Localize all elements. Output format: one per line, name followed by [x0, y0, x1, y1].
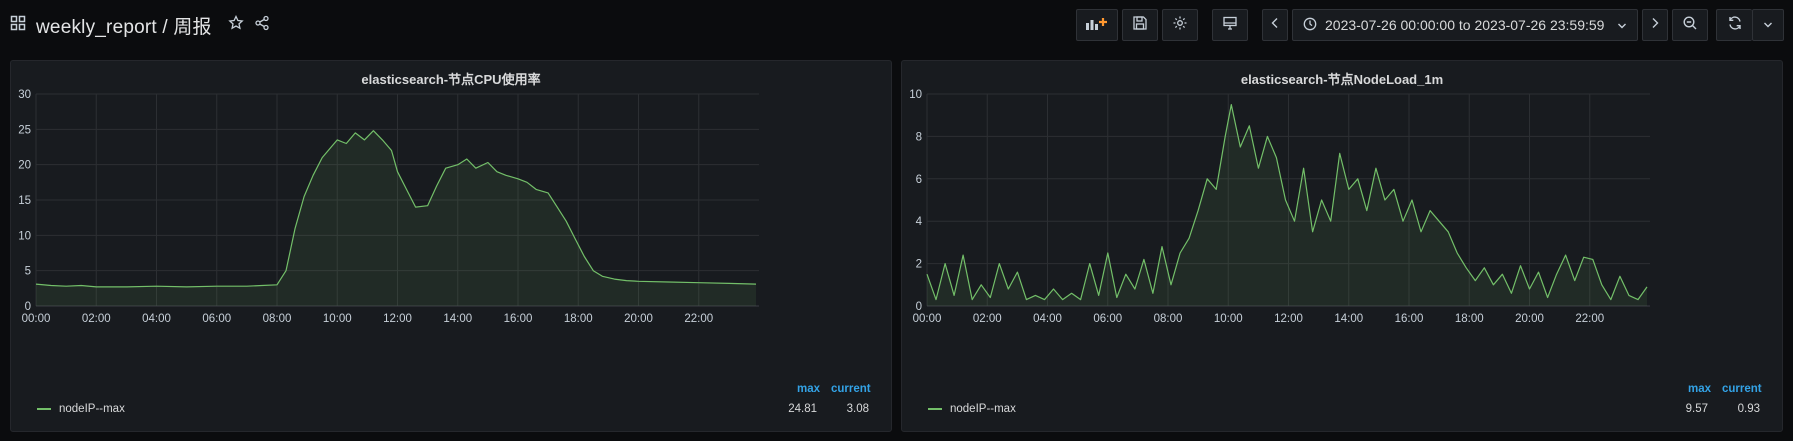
chevron-left-icon: [1270, 16, 1280, 34]
y-tick-label: 15: [18, 195, 31, 207]
add-panel-button[interactable]: [1076, 9, 1118, 41]
dashboard-toolbar: weekly_report / 周报: [0, 0, 1793, 50]
y-tick-label: 30: [18, 89, 31, 101]
zoom-out-button[interactable]: [1672, 9, 1708, 41]
chevron-right-icon: [1650, 16, 1660, 34]
x-tick-label: 14:00: [1334, 313, 1363, 325]
y-tick-label: 5: [25, 266, 31, 278]
tv-mode-button[interactable]: [1212, 9, 1248, 41]
panel-node-load: elasticsearch-节点NodeLoad_1m 0 2 4 6 8 10 00:00…: [901, 60, 1783, 432]
legend-value-max: 24.81: [788, 403, 817, 415]
chevron-down-icon: [1763, 16, 1773, 34]
dashboard-title[interactable]: weekly_report / 周报: [36, 17, 212, 38]
panel-cpu-usage: elasticsearch-节点CPU使用率 0 5 10 15 20 25 30 00:00…: [10, 60, 892, 432]
y-tick-label: 4: [916, 216, 923, 228]
x-tick-label: 22:00: [1575, 313, 1604, 325]
monitor-icon: [1222, 15, 1238, 36]
y-tick-label: 2: [916, 259, 922, 271]
x-tick-label: 08:00: [1154, 313, 1183, 325]
legend-series-name: nodeIP--max: [59, 403, 125, 415]
x-tick-label: 16:00: [1395, 313, 1424, 325]
legend-value-max: 9.57: [1685, 403, 1708, 415]
x-tick-label: 18:00: [564, 313, 593, 325]
x-tick-label: 06:00: [202, 313, 231, 325]
y-tick-label: 25: [18, 124, 31, 136]
x-tick-label: 02:00: [82, 313, 111, 325]
series-area-fill: [927, 104, 1647, 306]
add-panel-icon: [1085, 15, 1109, 36]
legend-header-max[interactable]: max: [797, 383, 821, 395]
x-tick-label: 06:00: [1093, 313, 1122, 325]
time-range-picker[interactable]: 2023-07-26 00:00:00 to 2023-07-26 23:59:…: [1292, 9, 1638, 41]
x-tick-label: 22:00: [684, 313, 713, 325]
time-shift-back-button[interactable]: [1262, 9, 1288, 41]
x-tick-label: 04:00: [142, 313, 171, 325]
save-dashboard-button[interactable]: [1122, 9, 1158, 41]
x-tick-label: 00:00: [913, 313, 942, 325]
chevron-down-icon: [1617, 17, 1627, 33]
series-line: [926, 104, 1648, 301]
settings-button[interactable]: [1162, 9, 1198, 41]
x-tick-label: 12:00: [383, 313, 412, 325]
time-shift-forward-button[interactable]: [1642, 9, 1668, 41]
x-tick-label: 00:00: [22, 313, 51, 325]
legend-series-item[interactable]: nodeIP--max: [928, 403, 1016, 415]
x-tick-label: 12:00: [1274, 313, 1303, 325]
legend-swatch: [928, 407, 942, 410]
y-tick-label: 0: [25, 301, 31, 313]
dashboard-grid-icon[interactable]: [10, 15, 26, 36]
gear-icon: [1172, 15, 1188, 36]
legend-header-current[interactable]: current: [1722, 383, 1762, 395]
x-tick-label: 10:00: [323, 313, 352, 325]
legend-header-max[interactable]: max: [1688, 383, 1712, 395]
y-tick-label: 8: [916, 131, 922, 143]
x-tick-label: 10:00: [1214, 313, 1243, 325]
x-tick-label: 02:00: [973, 313, 1002, 325]
x-tick-label: 16:00: [504, 313, 533, 325]
legend-value-current: 3.08: [846, 403, 869, 415]
legend-header-current[interactable]: current: [831, 383, 871, 395]
y-tick-label: 6: [916, 174, 922, 186]
legend-series-name: nodeIP--max: [950, 403, 1016, 415]
dashboard-title-area: weekly_report / 周报: [10, 12, 270, 39]
refresh-interval-dropdown[interactable]: [1752, 9, 1784, 41]
refresh-icon: [1727, 15, 1743, 36]
star-icon[interactable]: [228, 14, 244, 36]
zoom-out-icon: [1682, 15, 1698, 36]
time-range-label: 2023-07-26 00:00:00 to 2023-07-26 23:59:…: [1325, 17, 1605, 33]
x-tick-label: 08:00: [263, 313, 292, 325]
y-tick-label: 20: [18, 160, 31, 172]
x-tick-label: 14:00: [443, 313, 472, 325]
refresh-button[interactable]: [1716, 9, 1752, 41]
x-tick-label: 04:00: [1033, 313, 1062, 325]
node-load-chart[interactable]: 0 2 4 6 8 10 00:00 02:00 04:00 06:00 08:00 10:00 12:…: [902, 61, 1782, 361]
x-tick-label: 18:00: [1455, 313, 1484, 325]
legend-swatch: [37, 407, 51, 410]
panel-title[interactable]: elasticsearch-节点CPU使用率: [361, 72, 541, 87]
y-tick-label: 10: [909, 89, 922, 101]
save-icon: [1132, 15, 1148, 36]
cpu-usage-chart[interactable]: 0 5 10 15 20 25 30 00:00 02:00 04:00 06:00 08:00 10:…: [11, 61, 891, 361]
clock-icon: [1303, 17, 1317, 34]
y-tick-label: 10: [18, 230, 31, 242]
series-area-fill: [36, 130, 756, 306]
panel-title[interactable]: elasticsearch-节点NodeLoad_1m: [1240, 72, 1444, 87]
series-line: [35, 130, 757, 288]
legend-series-item[interactable]: nodeIP--max: [37, 403, 125, 415]
legend-value-current: 0.93: [1737, 403, 1760, 415]
x-tick-label: 20:00: [624, 313, 653, 325]
y-tick-label: 0: [916, 301, 922, 313]
x-tick-label: 20:00: [1515, 313, 1544, 325]
share-icon[interactable]: [254, 15, 270, 36]
